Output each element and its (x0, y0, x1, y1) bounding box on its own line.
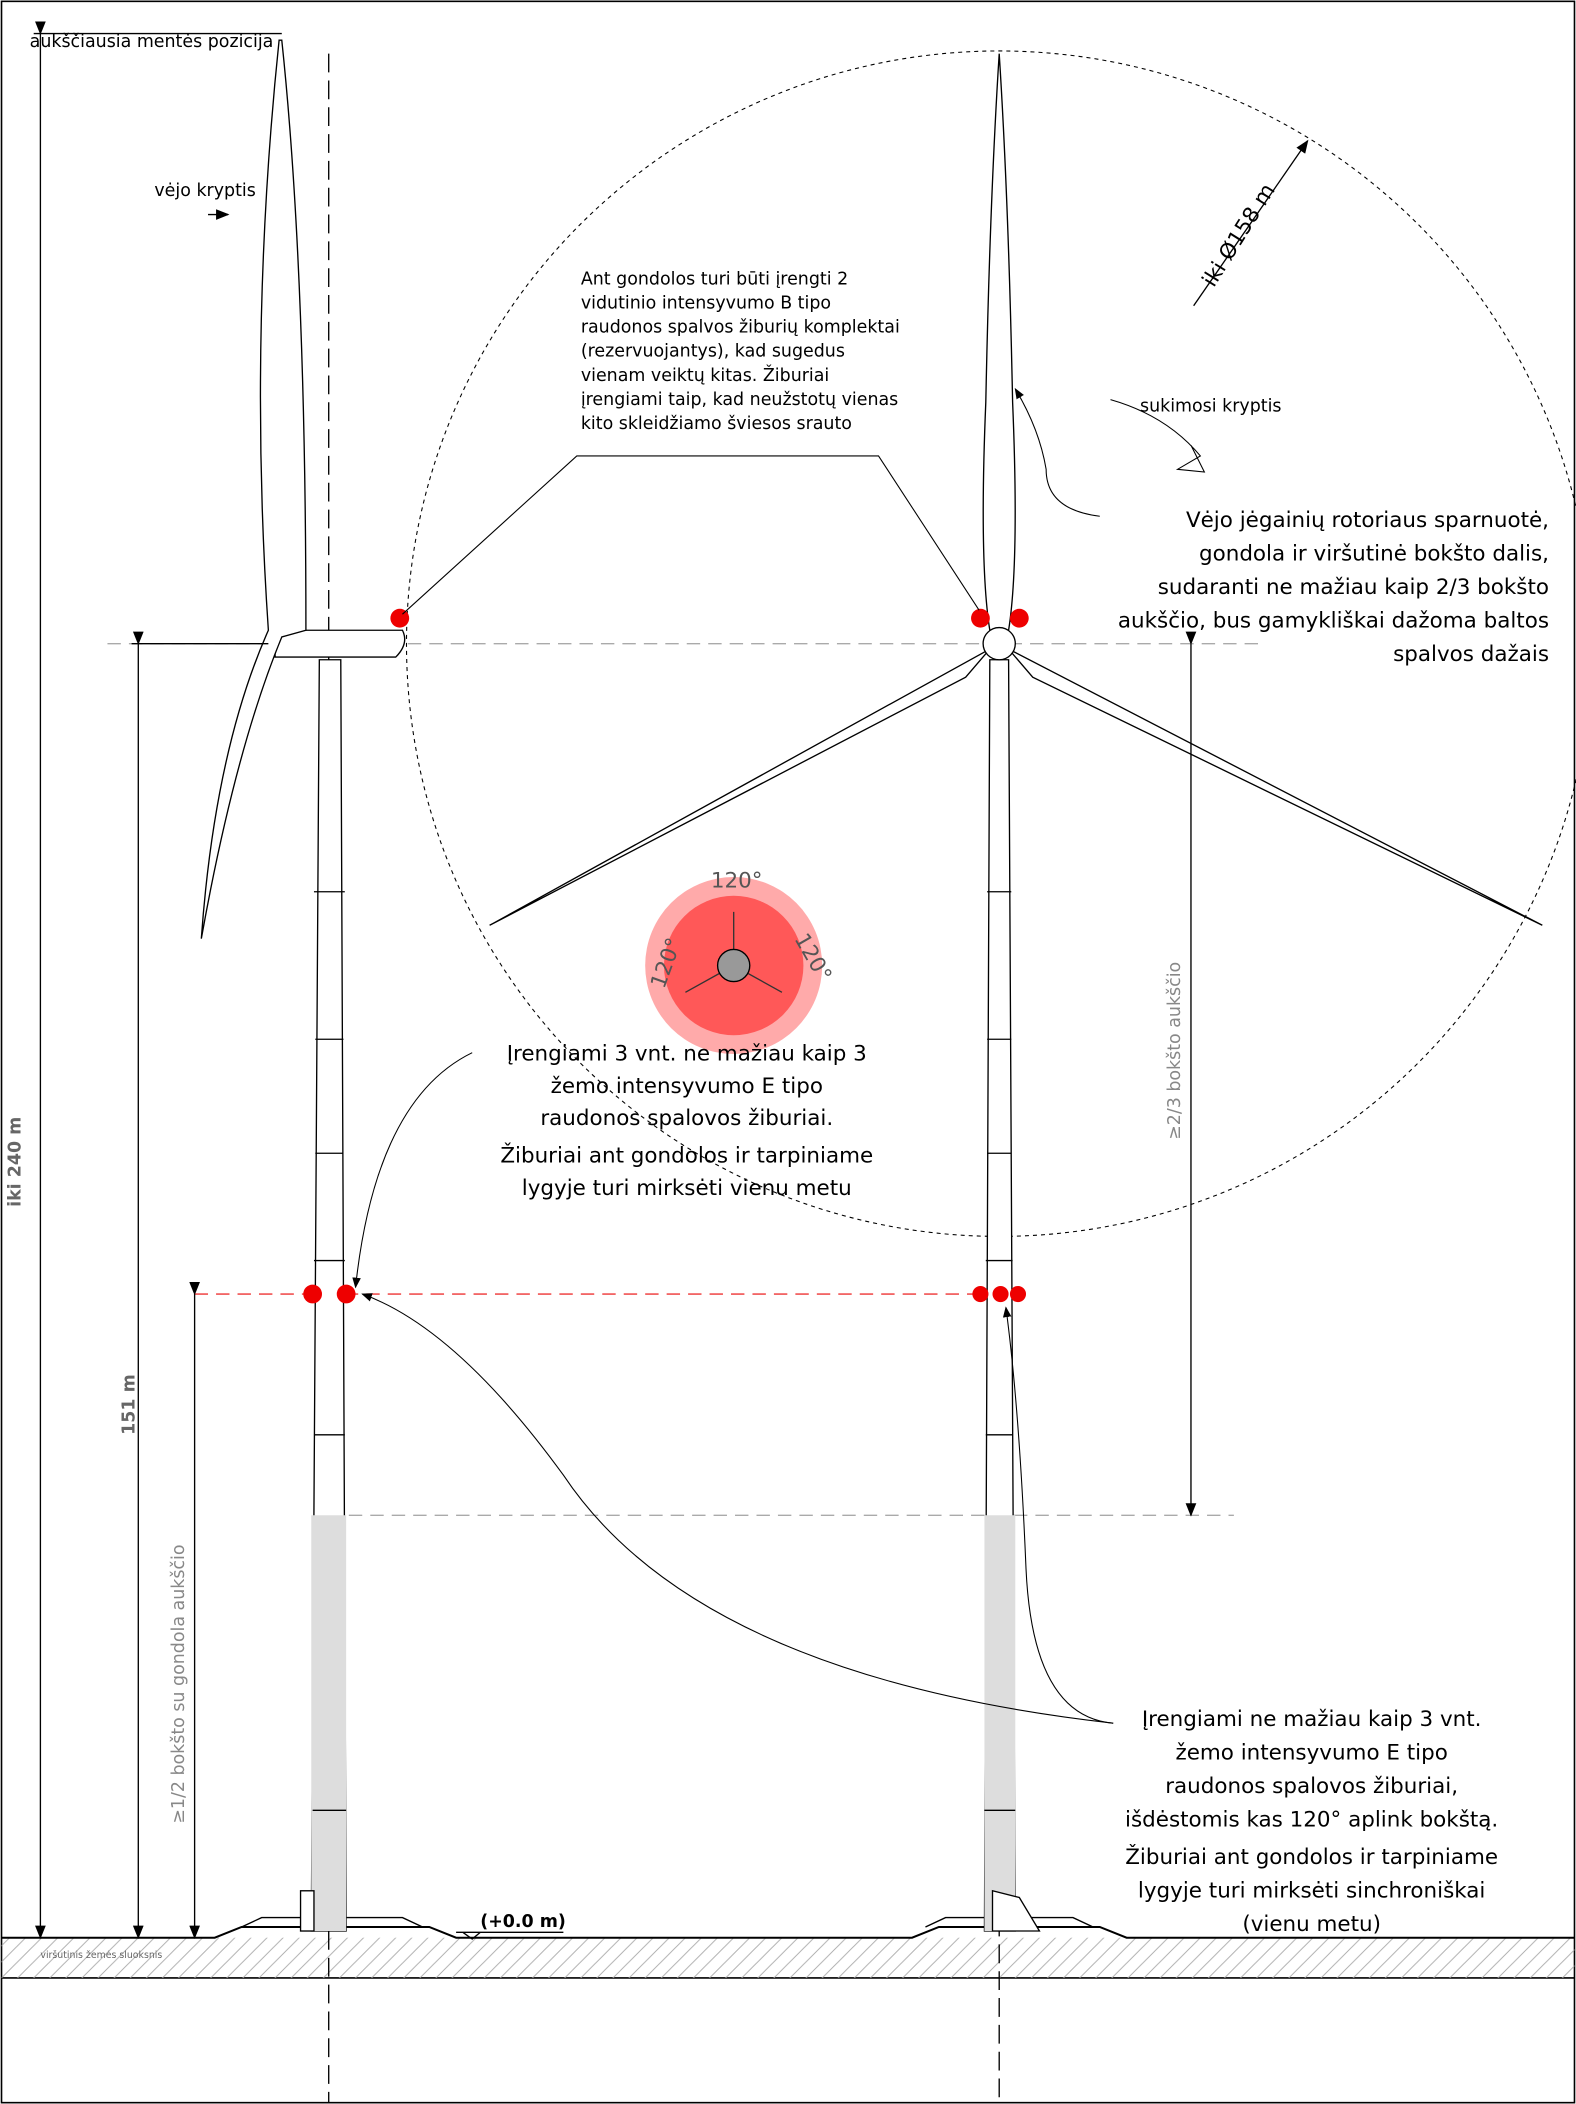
label: 120° (711, 869, 763, 894)
text-line: raudonos spalovos žiburiai. (540, 1106, 833, 1131)
label: vėjo kryptis (154, 181, 255, 201)
label: ≥1/2 bokšto su gondola aukščio (169, 1544, 189, 1823)
text-line: lygyje turi mirksėti sinchroniškai (1138, 1878, 1485, 1903)
label: sukimosi kryptis (1140, 397, 1282, 417)
label: iki Ø158 m (1198, 179, 1281, 291)
text-line: lygyje turi mirksėti vienu metu (522, 1176, 852, 1201)
text-line: Įrengiami 3 vnt. ne mažiau kaip 3 (507, 1042, 867, 1067)
text-line: Žiburiai ant gondolos ir tarpiniame (1125, 1844, 1498, 1870)
text-line: išdėstomis kas 120° aplink bokštą. (1125, 1807, 1498, 1832)
text-line: įrengiami taip, kad neužstotų vienas (581, 390, 898, 410)
text-line: Ant gondolos turi būti įrengti 2 (581, 269, 848, 289)
text-line: gondola ir viršutinė bokšto dalis, (1199, 542, 1549, 567)
label: 151 m (119, 1374, 139, 1435)
page: {"labels":{"top_blade":"aukščiausia ment… (0, 0, 1576, 2104)
label: viršutinis žemės sluoksnis (40, 1950, 162, 1961)
text-line: (vienu metu) (1242, 1912, 1381, 1937)
text-line: raudonos spalvos žiburių komplektai (581, 318, 900, 338)
note-middle: Įrengiami 3 vnt. ne mažiau kaip 3 žemo in… (500, 1042, 873, 1201)
text-line: raudonos spalovos žiburiai, (1165, 1774, 1458, 1799)
text-line: Įrengiami ne mažiau kaip 3 vnt. (1142, 1707, 1482, 1732)
note-bottom: Įrengiami ne mažiau kaip 3 vnt. žemo inte… (1125, 1707, 1498, 1937)
label: ≥2/3 bokšto aukščio (1165, 962, 1185, 1140)
text-line: spalvos dažais (1393, 642, 1549, 667)
text-line: Žiburiai ant gondolos ir tarpiniame (500, 1143, 873, 1169)
text-line: vidutinio intensyvumo B tipo (581, 293, 831, 313)
text-line: žemo intensyvumo E tipo (551, 1074, 823, 1099)
drawing: aukščiausia mentės pozicija vėjo kryptis… (0, 0, 1576, 2104)
left-turbine (201, 40, 404, 1931)
text-line: kito skleidžiamo šviesos srauto (581, 414, 852, 434)
label: iki 240 m (5, 1117, 25, 1207)
text-line: vienam veiktų kitas. Žiburiai (581, 364, 829, 386)
text-line: (rezervuojantys), kad sugedus (581, 342, 845, 362)
label: aukščiausia mentės pozicija (30, 32, 274, 52)
text-line: žemo intensyvumo E tipo (1175, 1740, 1447, 1765)
text-line: Vėjo jėgainių rotoriaus sparnuotė, (1186, 508, 1549, 533)
text-line: sudaranti ne mažiau kaip 2/3 bokšto (1158, 575, 1549, 600)
text-line: aukščio, bus gamykliškai dažoma baltos (1118, 609, 1549, 634)
label: (+0.0 m) (480, 1912, 566, 1932)
note-nacelle: Ant gondolos turi būti įrengti 2 vidutini… (581, 269, 900, 434)
